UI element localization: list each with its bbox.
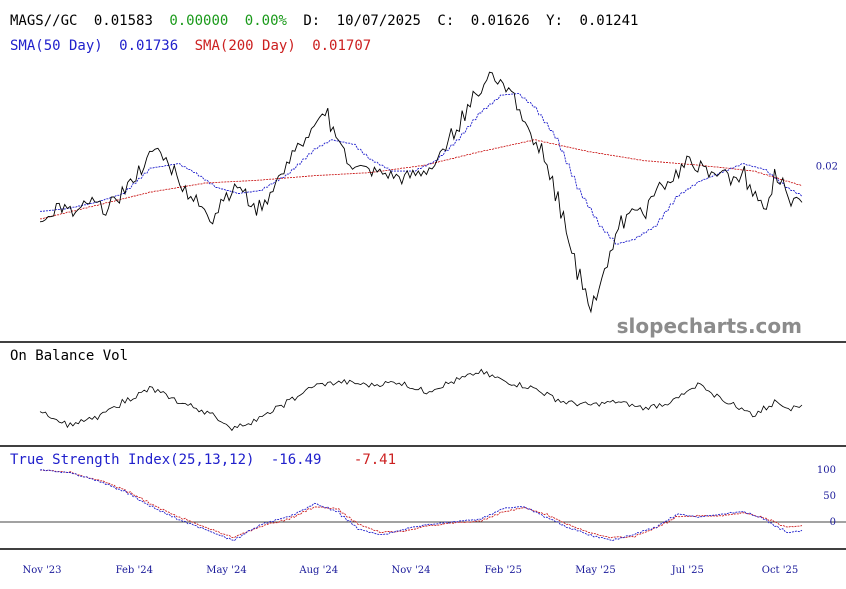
x-tick-label: Nov '23 bbox=[22, 565, 61, 576]
sma50-value: 0.01736 bbox=[119, 38, 178, 54]
y-label: Y: bbox=[546, 13, 563, 29]
tsi-legend: True Strength Index(25,13,12) -16.49 -7.… bbox=[10, 452, 396, 468]
date-value: 10/07/2025 bbox=[337, 13, 421, 29]
tsi-signal-line bbox=[39, 469, 803, 539]
close-label: C: bbox=[437, 13, 454, 29]
obv-line bbox=[39, 368, 803, 432]
sma200-line bbox=[40, 139, 803, 220]
x-tick-label: Oct '25 bbox=[762, 565, 798, 576]
symbol: MAGS//GC bbox=[10, 13, 77, 29]
price-line bbox=[39, 71, 803, 314]
close-value: 0.01626 bbox=[471, 13, 530, 29]
y-value: 0.01241 bbox=[579, 13, 638, 29]
tsi-y-tick: 0 bbox=[830, 517, 836, 528]
tsi-y-tick: 50 bbox=[823, 491, 836, 502]
sma200-label: SMA(200 Day) bbox=[195, 38, 296, 54]
x-tick-label: Aug '24 bbox=[298, 565, 338, 576]
x-tick-label: Jul '25 bbox=[671, 565, 704, 576]
sma-legend: SMA(50 Day) 0.01736 SMA(200 Day) 0.01707 bbox=[10, 38, 371, 54]
x-tick-label: Feb '25 bbox=[485, 565, 522, 576]
x-tick-label: May '24 bbox=[206, 565, 247, 576]
sma50-label: SMA(50 Day) bbox=[10, 38, 103, 54]
tsi-value: -16.49 bbox=[271, 452, 322, 468]
x-tick-label: Feb '24 bbox=[116, 565, 153, 576]
date-label: D: bbox=[303, 13, 320, 29]
last-price: 0.01583 bbox=[94, 13, 153, 29]
x-tick-label: Nov '24 bbox=[391, 565, 430, 576]
header-line: MAGS//GC 0.01583 0.00000 0.00% D: 10/07/… bbox=[10, 13, 638, 29]
tsi-label: True Strength Index(25,13,12) bbox=[10, 452, 254, 468]
sma200-value: 0.01707 bbox=[312, 38, 371, 54]
tsi-signal-value: -7.41 bbox=[354, 452, 396, 468]
obv-label: On Balance Vol bbox=[10, 348, 128, 364]
tsi-y-tick: 100 bbox=[817, 465, 836, 476]
price-y-tick: 0.02 bbox=[816, 162, 838, 173]
watermark: slopecharts.com bbox=[617, 314, 802, 338]
tsi-line bbox=[39, 469, 803, 542]
change-value: 0.00000 bbox=[169, 13, 228, 29]
sma50-line bbox=[40, 93, 803, 245]
x-tick-label: May '25 bbox=[575, 565, 616, 576]
change-percent: 0.00% bbox=[245, 13, 288, 29]
